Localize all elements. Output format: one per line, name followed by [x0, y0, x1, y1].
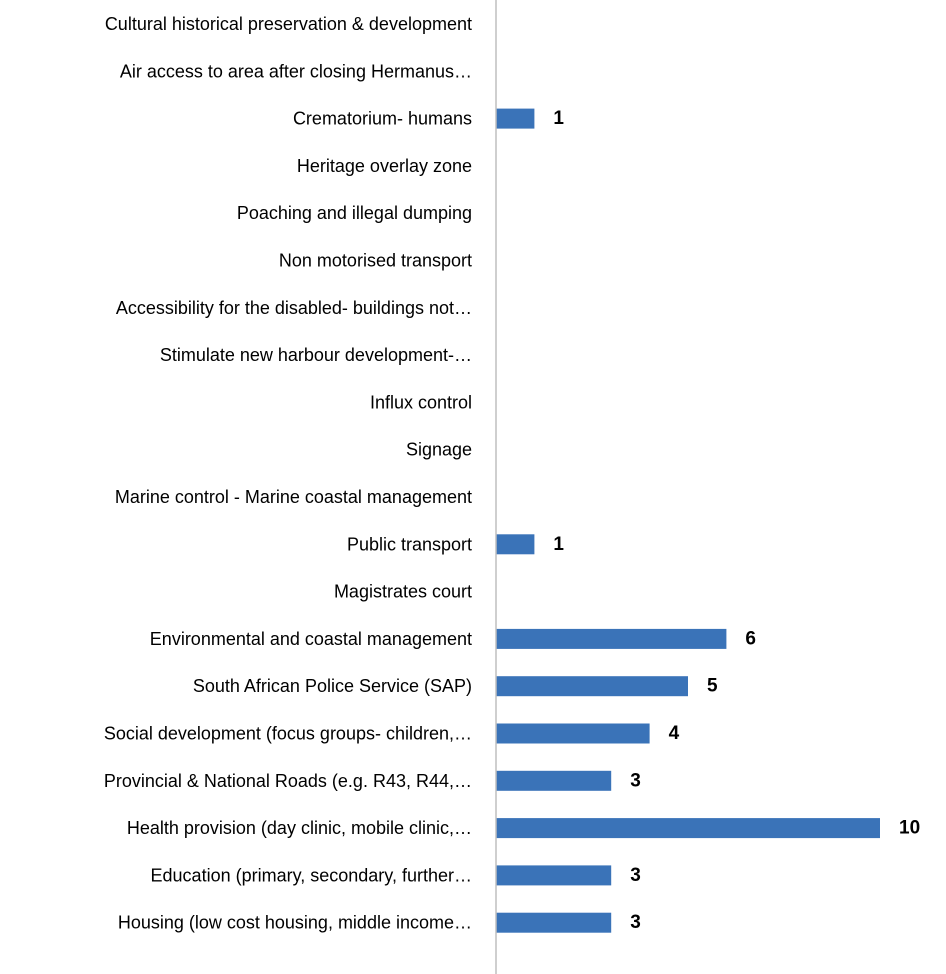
data-label: 1: [553, 534, 564, 555]
data-label: 6: [745, 628, 756, 649]
category-label: Non motorised transport: [279, 251, 472, 271]
data-label: 4: [669, 723, 680, 744]
category-label: Education (primary, secondary, further…: [151, 865, 472, 885]
bar: [496, 912, 612, 933]
data-label: 1: [553, 108, 564, 129]
category-label: Influx control: [370, 392, 472, 412]
data-label: 3: [630, 865, 641, 886]
bar: [496, 628, 727, 649]
category-label: Magistrates court: [334, 582, 472, 602]
bar: [496, 108, 535, 129]
category-label: Air access to area after closing Hermanu…: [120, 61, 472, 81]
bar: [496, 770, 612, 791]
category-label: Housing (low cost housing, middle income…: [118, 913, 472, 933]
category-label: Heritage overlay zone: [297, 156, 472, 176]
category-label: Cultural historical preservation & devel…: [105, 14, 472, 34]
category-label: Public transport: [347, 534, 472, 554]
category-label: Crematorium- humans: [293, 109, 472, 129]
bars-layer: [496, 108, 880, 933]
data-label: 5: [707, 676, 718, 697]
bar: [496, 818, 880, 839]
category-label: Health provision (day clinic, mobile cli…: [127, 818, 472, 838]
category-label: Environmental and coastal management: [150, 629, 472, 649]
data-labels: 1 1 6 5 4 3 10 3 3: [553, 108, 920, 933]
data-label: 10: [899, 818, 920, 839]
bar: [496, 865, 612, 886]
category-label: Poaching and illegal dumping: [237, 203, 472, 223]
data-label: 3: [630, 770, 641, 791]
bar: [496, 676, 688, 697]
category-label: Marine control - Marine coastal manageme…: [115, 487, 472, 507]
category-label: Accessibility for the disabled- building…: [116, 298, 472, 318]
bar: [496, 534, 535, 555]
category-label: Provincial & National Roads (e.g. R43, R…: [104, 771, 472, 791]
category-labels: Cultural historical preservation & devel…: [104, 14, 472, 933]
bar: [496, 723, 650, 744]
category-label: Signage: [406, 440, 472, 460]
category-label: Social development (focus groups- childr…: [104, 724, 472, 744]
data-label: 3: [630, 912, 641, 933]
category-label: South African Police Service (SAP): [193, 676, 472, 696]
category-label: Stimulate new harbour development-…: [160, 345, 472, 365]
